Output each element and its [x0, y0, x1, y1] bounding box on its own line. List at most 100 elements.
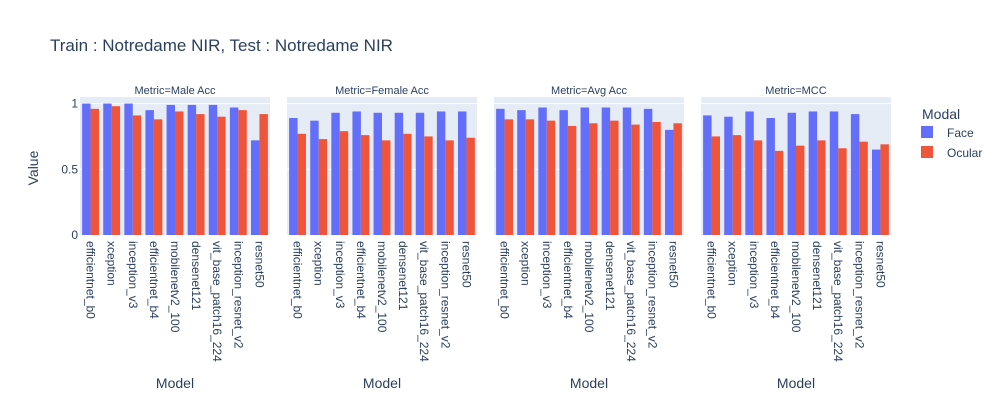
bar-face[interactable]	[352, 111, 361, 235]
x-tick-label: resnet50	[873, 241, 887, 288]
x-tick-label: inception_v3	[126, 241, 140, 309]
bar-face[interactable]	[103, 103, 112, 235]
bar-ocular[interactable]	[753, 140, 763, 235]
bar-face[interactable]	[872, 149, 881, 235]
x-tick-label: densenet121	[603, 241, 617, 311]
bar-ocular[interactable]	[880, 144, 889, 235]
bar-face[interactable]	[415, 112, 425, 235]
bar-ocular[interactable]	[652, 121, 661, 235]
bar-ocular[interactable]	[339, 131, 349, 235]
bar-ocular[interactable]	[259, 114, 268, 235]
x-tick-label: inception_resnet_v2	[438, 241, 452, 349]
bar-ocular[interactable]	[217, 116, 226, 235]
legend: Modal Face Ocular	[921, 106, 982, 160]
bar-face[interactable]	[496, 108, 505, 235]
bar-ocular[interactable]	[153, 119, 163, 235]
bar-face[interactable]	[373, 112, 382, 235]
x-tick-label: inception_v3	[540, 241, 554, 309]
bar-ocular[interactable]	[711, 136, 720, 235]
bar-face[interactable]	[458, 111, 467, 235]
bar-face[interactable]	[745, 111, 754, 235]
bar-ocular[interactable]	[424, 136, 433, 235]
bar-ocular[interactable]	[673, 123, 682, 235]
bar-face[interactable]	[808, 111, 818, 235]
x-tick-label: vit_base_patch16_224	[831, 241, 845, 362]
bar-face[interactable]	[124, 103, 133, 235]
bar-ocular[interactable]	[132, 115, 142, 235]
bar-face[interactable]	[538, 107, 547, 235]
bar-face[interactable]	[145, 110, 154, 235]
facet-panel: Metric=Male Acc efficientnet_b0 xception in…	[61, 85, 270, 391]
bar-ocular[interactable]	[567, 125, 577, 235]
y-tick-label: 1	[71, 97, 78, 111]
bar-ocular[interactable]	[589, 123, 598, 235]
bar-face[interactable]	[229, 107, 239, 235]
bar-face[interactable]	[187, 104, 197, 235]
bar-face[interactable]	[394, 112, 404, 235]
y-tick-label: 0.5	[61, 162, 78, 176]
bar-ocular[interactable]	[859, 141, 868, 235]
bar-ocular[interactable]	[360, 135, 370, 235]
legend-label-ocular: Ocular	[947, 146, 982, 160]
bar-ocular[interactable]	[546, 120, 556, 235]
bar-face[interactable]	[436, 111, 446, 235]
bar-face[interactable]	[580, 107, 589, 235]
x-axis-label: Model	[363, 375, 401, 391]
bar-face[interactable]	[310, 120, 319, 235]
bar-ocular[interactable]	[817, 140, 826, 235]
bar-face[interactable]	[622, 107, 632, 235]
bar-face[interactable]	[166, 104, 175, 235]
bar-face[interactable]	[665, 129, 674, 235]
bar-face[interactable]	[724, 116, 733, 235]
x-tick-label: inception_resnet_v2	[231, 241, 245, 349]
x-tick-label: xception	[312, 241, 326, 286]
bar-ocular[interactable]	[466, 137, 475, 235]
bar-face[interactable]	[251, 140, 260, 235]
x-tick-label: mobilenetv2_100	[168, 241, 182, 333]
x-tick-label: efficientnet_b4	[354, 241, 368, 319]
bar-ocular[interactable]	[238, 110, 247, 235]
bar-ocular[interactable]	[175, 111, 184, 235]
x-tick-label: xception	[726, 241, 740, 286]
bar-ocular[interactable]	[111, 106, 121, 235]
bar-ocular[interactable]	[403, 133, 412, 235]
bar-face[interactable]	[850, 114, 860, 235]
x-tick-label: vit_base_patch16_224	[624, 241, 638, 362]
facet-panel: Metric=Avg Acc efficientnet_b0 xception inc…	[494, 85, 684, 391]
bar-face[interactable]	[517, 110, 526, 235]
bar-ocular[interactable]	[796, 145, 805, 235]
bar-face[interactable]	[703, 115, 712, 235]
bar-ocular[interactable]	[525, 119, 535, 235]
bar-ocular[interactable]	[774, 150, 784, 235]
bar-face[interactable]	[643, 108, 653, 235]
bar-ocular[interactable]	[382, 140, 391, 235]
bar-face[interactable]	[331, 112, 340, 235]
bar-ocular[interactable]	[504, 119, 513, 235]
bar-face[interactable]	[766, 118, 775, 235]
bar-ocular[interactable]	[297, 133, 306, 235]
bar-ocular[interactable]	[610, 120, 619, 235]
x-tick-label: xception	[519, 241, 533, 286]
legend-item-face[interactable]: Face	[921, 126, 974, 140]
bar-face[interactable]	[289, 118, 298, 235]
x-tick-label: efficientnet_b4	[768, 241, 782, 319]
bar-ocular[interactable]	[631, 124, 640, 235]
facet-label: Metric=Avg Acc	[551, 85, 627, 97]
bar-face[interactable]	[559, 110, 568, 235]
bar-ocular[interactable]	[196, 114, 205, 235]
bar-face[interactable]	[601, 107, 611, 235]
legend-title: Modal	[922, 106, 960, 122]
bar-ocular[interactable]	[838, 148, 847, 235]
x-tick-label: inception_v3	[747, 241, 761, 309]
chart-title: Train : Notredame NIR, Test : Notredame …	[50, 36, 393, 55]
bar-ocular[interactable]	[90, 108, 99, 235]
bar-ocular[interactable]	[732, 135, 742, 235]
bar-face[interactable]	[82, 103, 91, 235]
legend-item-ocular[interactable]: Ocular	[921, 146, 982, 160]
bar-face[interactable]	[208, 104, 218, 235]
x-tick-label: efficientnet_b4	[147, 241, 161, 319]
bar-ocular[interactable]	[318, 139, 328, 235]
bar-face[interactable]	[829, 111, 839, 235]
bar-ocular[interactable]	[445, 140, 454, 235]
bar-face[interactable]	[787, 112, 796, 235]
